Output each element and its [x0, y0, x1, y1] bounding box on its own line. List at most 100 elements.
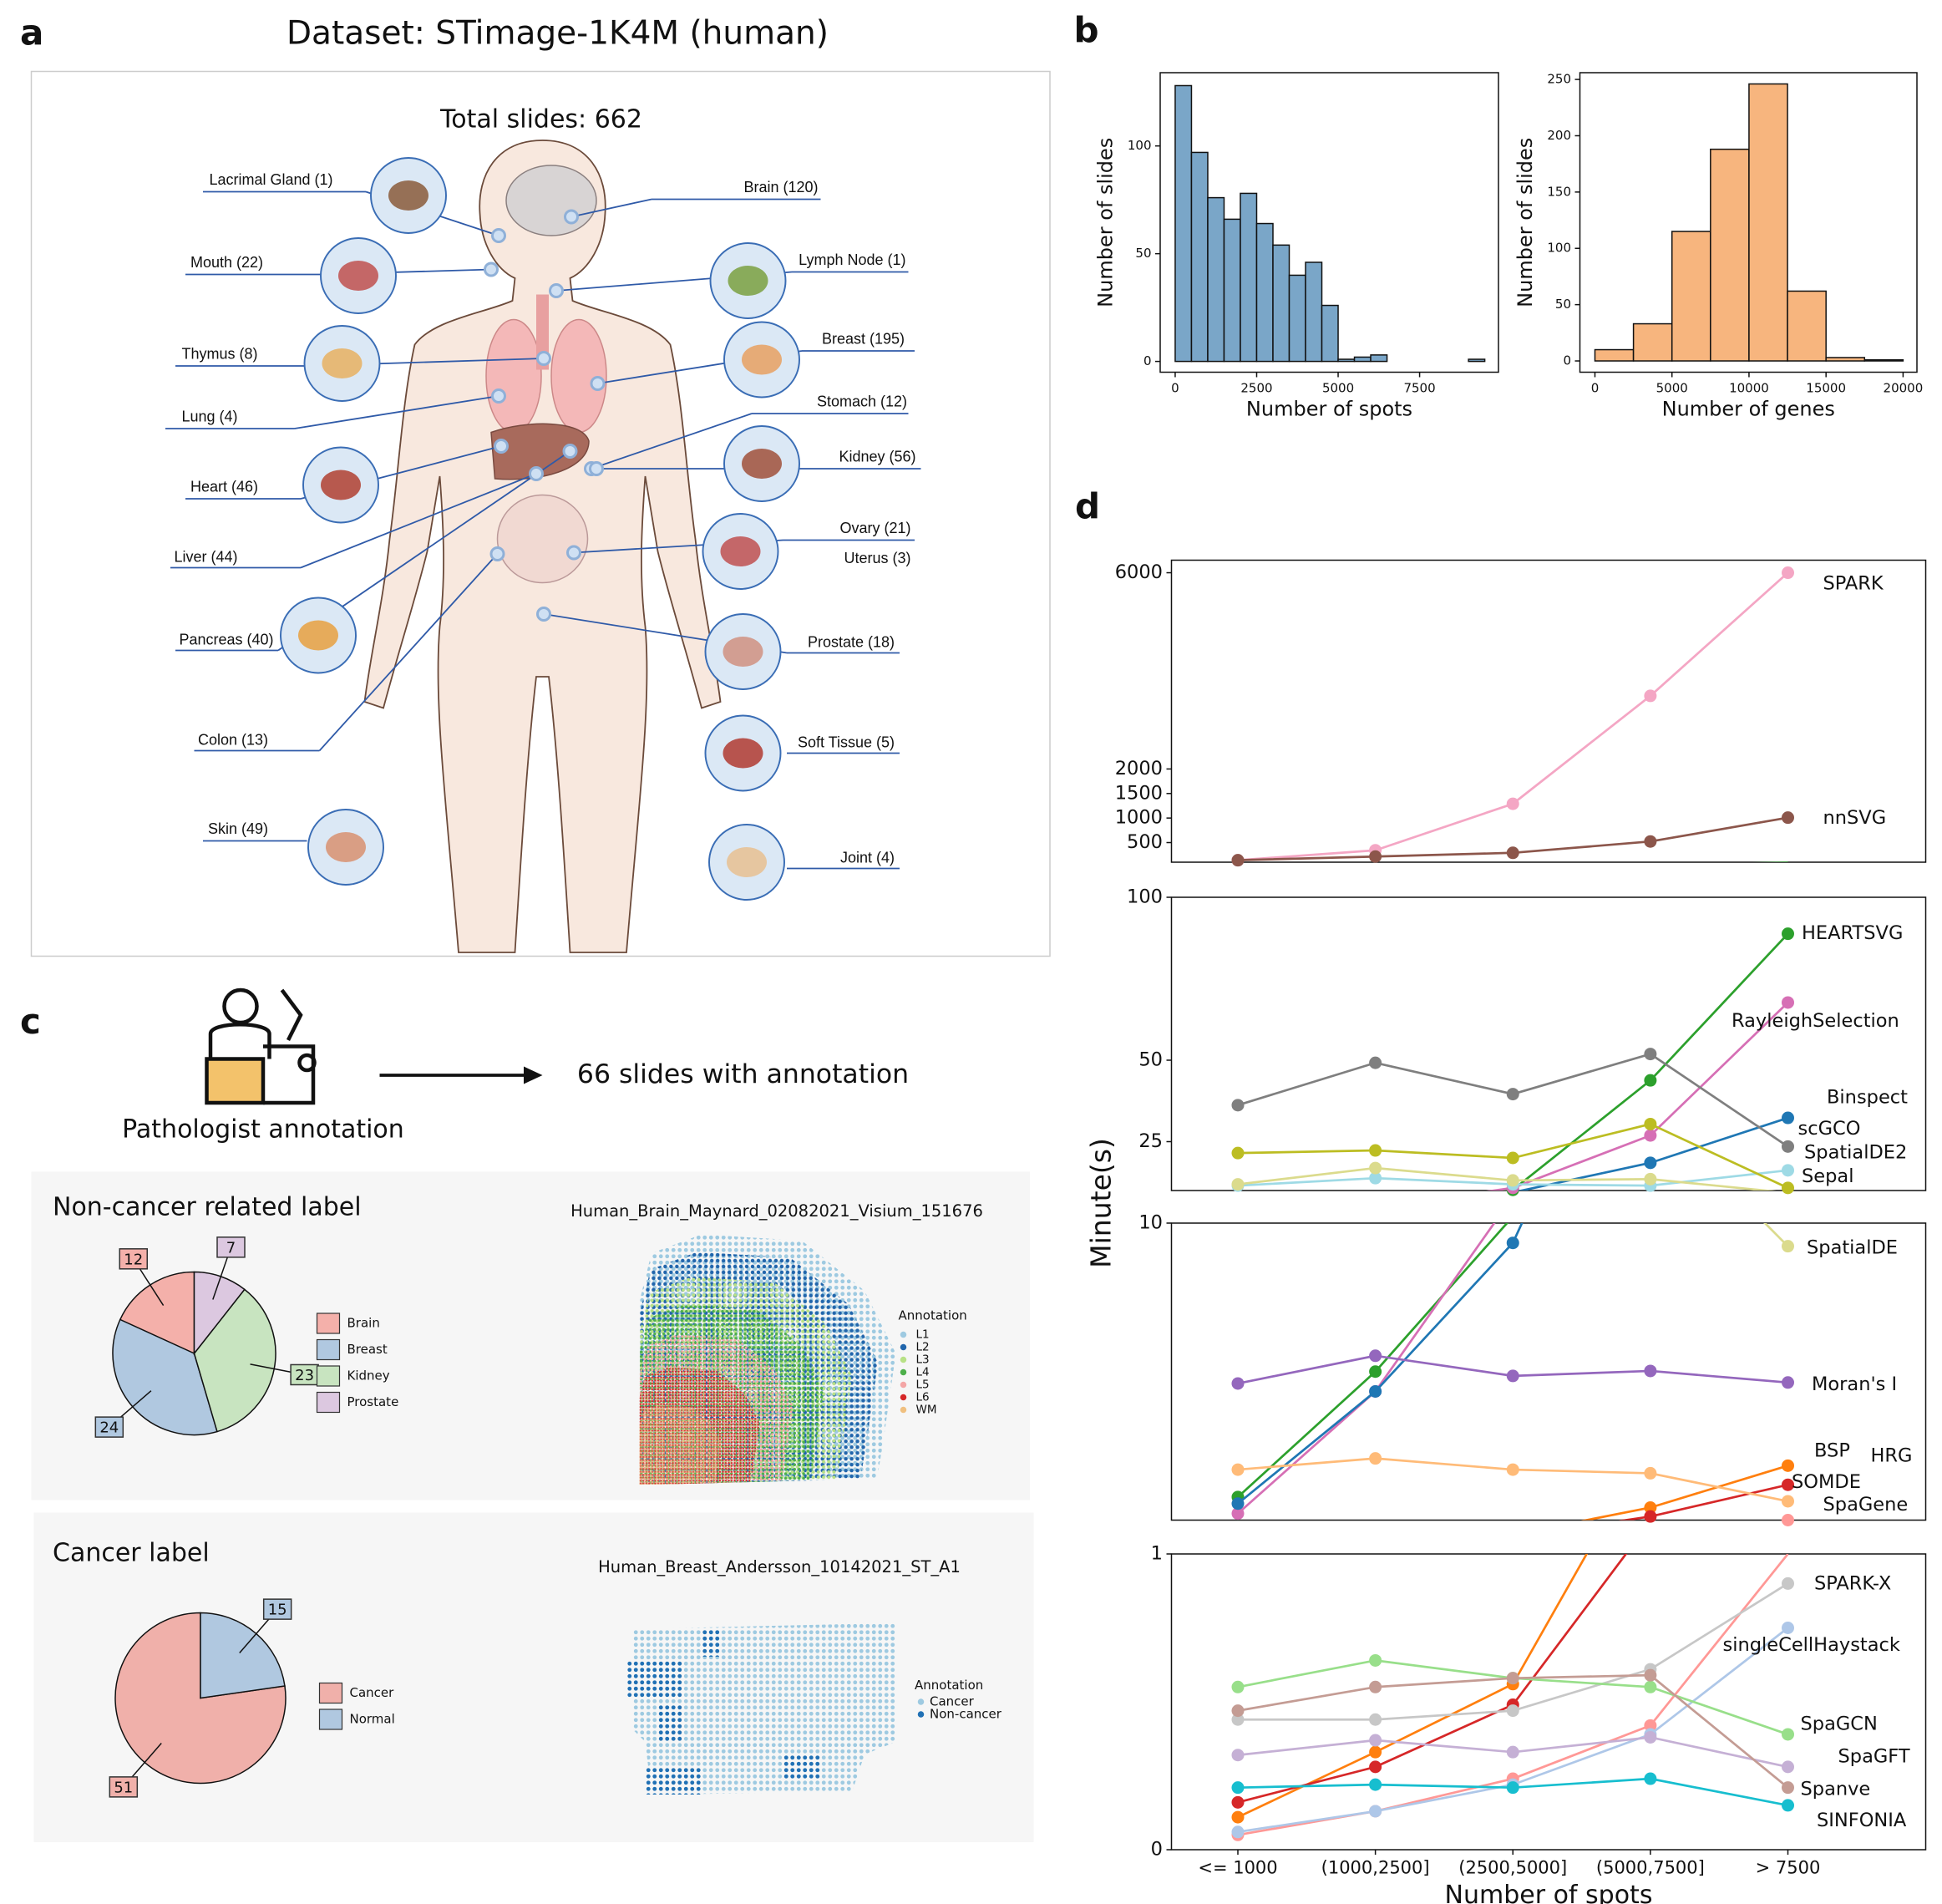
icon-lens: [297, 1053, 317, 1073]
legend-label: Cancer: [930, 1694, 975, 1709]
histogram-bar: [1863, 358, 1904, 362]
annotation-result: 66 slides with annotation: [577, 1059, 909, 1089]
legend-swatch: [318, 1709, 343, 1730]
pie-label-box: [109, 1776, 139, 1798]
series-line: [1580, 1465, 1788, 1521]
pie-leader: [212, 1254, 230, 1300]
box-title: Non-cancer related label: [53, 1193, 362, 1222]
organ-label: Colon (13): [198, 731, 268, 748]
series-line: [1238, 866, 1788, 867]
organ-label: Breast (195): [822, 330, 905, 347]
series-label: SpaGene: [1823, 1494, 1909, 1516]
x-tick-label: (2500,5000]: [1458, 1858, 1567, 1878]
pie-leader: [239, 1615, 273, 1654]
histogram-bar: [1825, 357, 1866, 362]
spatial-region: [626, 1660, 683, 1698]
series-point: [1644, 1668, 1657, 1682]
series-point: [1231, 1795, 1245, 1809]
spatial-region: [783, 1754, 821, 1780]
y-axis-label: Minute(s): [1085, 1138, 1118, 1268]
series-point: [1231, 1825, 1245, 1839]
y-tick-label: 50: [1555, 297, 1571, 312]
y-tick-label: 50: [1135, 246, 1151, 261]
series-point: [1231, 1099, 1245, 1112]
series-label: Moran's I: [1812, 1373, 1897, 1395]
organ-label: Heart (46): [190, 478, 258, 495]
series-point: [1782, 1799, 1794, 1812]
organ-icon: [723, 738, 763, 769]
y-tick-label: 500: [1127, 831, 1163, 853]
spatial-region: [702, 1629, 721, 1658]
annotation-source: Pathologist annotation: [122, 1115, 404, 1145]
legend-label: Brain: [347, 1316, 380, 1331]
organ-dot: [549, 283, 564, 299]
y-tick-label: 1: [1151, 1543, 1163, 1565]
series-point: [1644, 1510, 1657, 1523]
histogram-bar: [1190, 151, 1209, 363]
pie-label-box: [94, 1416, 124, 1438]
series-label: Spanve: [1801, 1779, 1871, 1800]
histogram-bar: [1787, 290, 1827, 362]
series-line: [1779, 1519, 1788, 1521]
series-point: [1369, 1680, 1382, 1693]
series-point: [1782, 1376, 1794, 1389]
pie-label-box: [216, 1236, 246, 1258]
y-tick-label: 0: [1151, 1839, 1163, 1861]
series-point: [1506, 1369, 1519, 1383]
series-point: [1644, 1772, 1657, 1785]
legend-title: Annotation: [915, 1678, 983, 1693]
series-point: [1506, 1236, 1519, 1250]
series-label: Sepal: [1802, 1165, 1853, 1187]
legend-dot: [900, 1406, 907, 1414]
x-tick-label: <= 1000: [1198, 1858, 1277, 1878]
histogram-bar: [1174, 84, 1193, 363]
spatial-region: [645, 1767, 702, 1795]
sample-title: Human_Breast_Andersson_10142021_ST_A1: [598, 1557, 961, 1577]
series-point: [1369, 1161, 1382, 1175]
series-point: [1782, 1577, 1794, 1590]
histogram-bar: [1337, 358, 1356, 363]
organ-label: Brain (120): [743, 179, 818, 195]
series-point: [1369, 1384, 1382, 1398]
series-point: [1644, 1719, 1657, 1732]
series-label: SpatialDE: [1807, 1237, 1898, 1259]
x-tick-label: 0: [1171, 381, 1179, 396]
legend-swatch: [318, 1682, 343, 1704]
series-point: [1782, 1140, 1794, 1153]
series-line: [1238, 1546, 1788, 1549]
series-point: [1231, 854, 1245, 867]
legend-swatch: [316, 1338, 341, 1361]
series-point: [1231, 1377, 1245, 1390]
series-point: [1644, 1172, 1657, 1186]
series-point: [1506, 1745, 1519, 1759]
histogram-bar: [1370, 354, 1388, 363]
x-tick-label: 5000: [1656, 381, 1688, 396]
series-point: [1782, 1728, 1794, 1741]
organ-icon: [742, 344, 782, 375]
series-point: [1506, 1088, 1519, 1101]
series-point: [1782, 927, 1794, 941]
series-label: RayleighSelection: [1732, 1010, 1899, 1032]
series-line: [1237, 1223, 1509, 1498]
spatial-region: [632, 1622, 896, 1795]
y-tick-label: 1500: [1115, 782, 1163, 804]
series-label: SpaGCN: [1801, 1714, 1878, 1735]
x-tick-label: 10000: [1729, 381, 1769, 396]
series-point: [1644, 835, 1657, 848]
legend-label: Kidney: [347, 1368, 390, 1384]
series-point: [1782, 1781, 1794, 1795]
spatial-layer: [639, 1404, 722, 1485]
histogram-bar: [1288, 274, 1306, 363]
x-tick-label: 5000: [1322, 381, 1354, 396]
series-point: [1782, 1478, 1794, 1491]
series-point: [1506, 846, 1519, 860]
x-tick-label: (1000,2500]: [1321, 1858, 1430, 1878]
y-tick-label: 150: [1547, 184, 1571, 199]
series-point: [1369, 1745, 1382, 1759]
legend-dot: [900, 1368, 907, 1376]
series-point: [1644, 1730, 1657, 1744]
series-point: [1782, 1514, 1794, 1527]
x-axis-label: Number of genes: [1662, 398, 1835, 421]
series-point: [1231, 1507, 1245, 1521]
